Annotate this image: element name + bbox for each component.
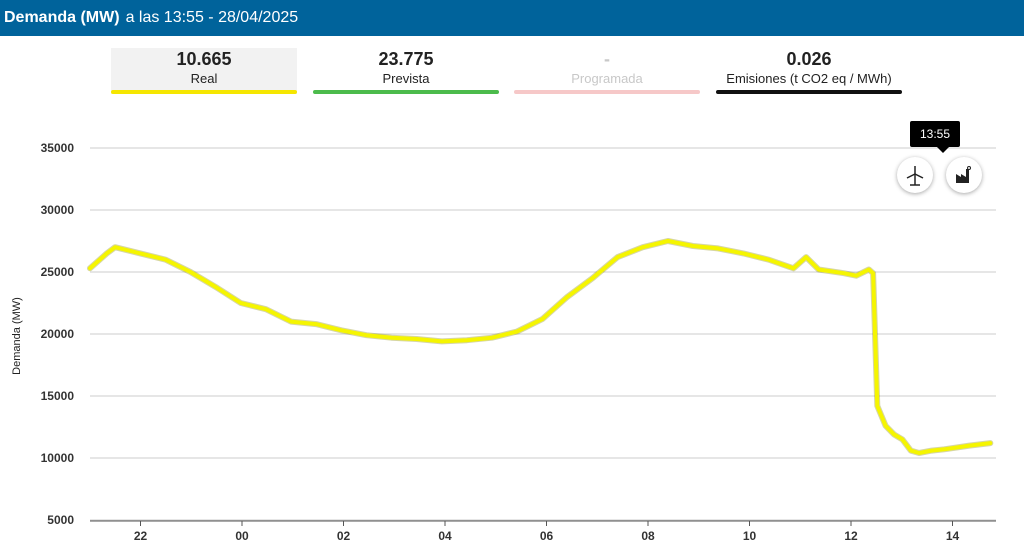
data-point xyxy=(930,449,934,453)
data-point xyxy=(389,336,394,340)
card-programada-label: Programada xyxy=(571,71,643,86)
data-point xyxy=(415,337,419,341)
demand-line-shadow xyxy=(87,238,994,456)
card-prevista-label: Prevista xyxy=(382,71,430,86)
data-point xyxy=(817,267,821,272)
data-point xyxy=(917,451,921,455)
card-prevista[interactable]: 23.775 Prevista xyxy=(313,48,499,94)
card-real-label: Real xyxy=(190,71,218,86)
data-point xyxy=(942,447,946,451)
data-point xyxy=(339,328,343,332)
data-point xyxy=(88,266,92,270)
data-point xyxy=(264,307,268,311)
y-tick-label: 35000 xyxy=(41,141,75,155)
wind-button[interactable] xyxy=(897,157,933,193)
data-point xyxy=(239,301,243,305)
data-point xyxy=(440,339,444,343)
card-programada-bar xyxy=(514,90,700,94)
header-subtitle: a las 13:55 - 28/04/2025 xyxy=(125,9,299,26)
x-tick-label: 04 xyxy=(438,529,452,543)
x-tick-label: 08 xyxy=(641,529,655,543)
x-tick-label: 22 xyxy=(134,529,148,543)
x-tick-label: 10 xyxy=(743,529,757,543)
factory-button[interactable] xyxy=(946,157,982,193)
data-point xyxy=(641,245,645,249)
data-point xyxy=(909,449,913,453)
data-point xyxy=(842,271,846,275)
data-point xyxy=(188,270,193,274)
data-point xyxy=(766,258,771,262)
data-point xyxy=(113,245,117,249)
demand-line xyxy=(88,239,993,455)
data-point xyxy=(900,437,905,441)
data-point xyxy=(616,255,620,259)
data-point xyxy=(590,276,595,280)
card-emisiones-label: Emisiones (t CO2 eq / MWh) xyxy=(726,71,892,86)
card-prevista-value: 23.775 xyxy=(378,49,434,69)
y-tick-label: 20000 xyxy=(41,327,75,341)
data-point xyxy=(741,251,745,255)
y-tick-label: 25000 xyxy=(41,265,75,279)
card-real[interactable]: 10.665 Real xyxy=(111,48,297,94)
card-emisiones-value: 0.026 xyxy=(786,49,832,69)
header-title: Demanda (MW) xyxy=(4,9,120,26)
header-bar: Demanda (MW) a las 13:55 - 28/04/2025 xyxy=(0,0,1024,36)
card-real-bar xyxy=(111,90,297,94)
x-tick-label: 14 xyxy=(946,529,960,543)
data-point xyxy=(884,424,888,428)
card-emisiones-bar xyxy=(716,90,902,94)
data-point xyxy=(490,336,494,340)
data-point xyxy=(138,251,142,255)
y-tick-label: 5000 xyxy=(47,513,74,527)
data-point xyxy=(871,271,875,275)
data-point xyxy=(967,444,972,448)
x-tick-label: 12 xyxy=(844,529,858,543)
time-tooltip: 13:55 xyxy=(910,121,960,153)
x-tick-label: 06 xyxy=(540,529,554,543)
card-emisiones[interactable]: 0.026 Emisiones (t CO2 eq / MWh) xyxy=(716,48,902,94)
data-point xyxy=(988,441,992,445)
card-programada-value: - xyxy=(604,49,610,69)
y-tick-label: 30000 xyxy=(41,203,75,217)
data-point xyxy=(289,320,293,324)
data-point xyxy=(105,251,109,255)
y-tick-label: 10000 xyxy=(41,451,75,465)
factory-icon xyxy=(956,166,971,183)
data-point xyxy=(875,404,879,408)
y-tick-label: 15000 xyxy=(41,389,75,403)
data-point xyxy=(465,338,469,342)
data-point xyxy=(565,295,570,299)
x-tick-label: 00 xyxy=(235,529,249,543)
tooltip-time: 13:55 xyxy=(919,127,951,141)
data-point xyxy=(854,274,858,278)
wind-turbine-icon xyxy=(906,166,924,186)
data-point xyxy=(540,317,544,321)
card-real-value: 10.665 xyxy=(176,49,232,69)
card-prevista-bar xyxy=(313,90,499,94)
data-point xyxy=(314,322,318,326)
data-point xyxy=(666,239,670,243)
data-point xyxy=(515,329,519,334)
data-point xyxy=(163,258,167,262)
x-tick-label: 02 xyxy=(337,529,351,543)
data-point xyxy=(867,267,871,272)
data-point xyxy=(691,244,695,248)
data-point xyxy=(716,246,720,250)
data-point xyxy=(804,255,808,259)
card-programada[interactable]: - Programada xyxy=(514,48,700,94)
data-point xyxy=(892,432,896,436)
data-point xyxy=(364,333,368,337)
data-point xyxy=(791,266,796,270)
data-point xyxy=(214,285,218,289)
